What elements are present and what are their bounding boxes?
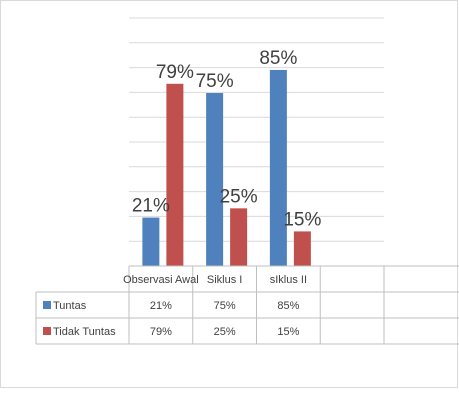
- table-cell: 75%: [214, 300, 236, 312]
- data-table: Observasi Awal Siklus I sIklus II Tuntas 21%…: [35, 265, 459, 345]
- data-label: 25%: [220, 186, 258, 207]
- data-label: 85%: [259, 48, 297, 69]
- data-label: 79%: [156, 62, 194, 83]
- data-label: 75%: [196, 71, 234, 92]
- table-cell: 21%: [150, 300, 172, 312]
- bar-tuntas: [206, 93, 224, 267]
- bar-group: [142, 69, 311, 267]
- category-label: Siklus I: [207, 274, 242, 286]
- bar-tuntas: [269, 69, 287, 267]
- data-label: 15%: [283, 209, 321, 230]
- legend-key-tuntas: [43, 301, 51, 309]
- data-label: 21%: [132, 196, 170, 217]
- legend-label: Tidak Tuntas: [53, 326, 116, 338]
- data-labels: 21% 79% 75% 25% 85% 15%: [132, 48, 322, 230]
- table-cell: 79%: [150, 326, 172, 338]
- legend-label: Tuntas: [53, 300, 87, 312]
- table-cell: 15%: [277, 326, 299, 338]
- bar-tidak-tuntas: [230, 208, 248, 266]
- bar-tuntas: [142, 217, 160, 266]
- bar-tidak-tuntas: [166, 83, 184, 266]
- table-cell: 85%: [277, 300, 299, 312]
- table-cell: 25%: [214, 326, 236, 338]
- legend-key-tidak-tuntas: [43, 327, 51, 335]
- category-label: Observasi Awal: [123, 274, 199, 286]
- category-label: sIklus II: [270, 274, 307, 286]
- bar-tidak-tuntas: [293, 231, 311, 266]
